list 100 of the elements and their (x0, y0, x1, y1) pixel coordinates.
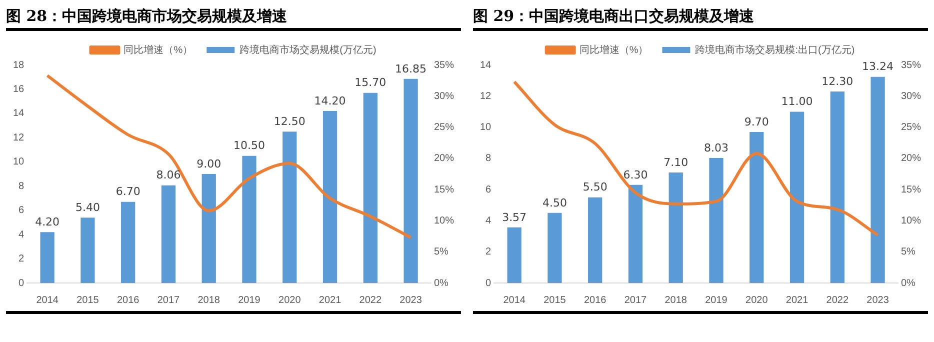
x-tick-label: 2019 (238, 294, 261, 306)
bar (790, 112, 804, 283)
bar (322, 111, 338, 283)
x-tick-label: 2022 (826, 294, 849, 306)
data-label: 16.85 (395, 62, 427, 76)
data-label: 13.24 (862, 60, 894, 74)
x-tick-label: 2018 (664, 294, 688, 306)
y2-tick-label: 30% (900, 90, 922, 102)
y2-tick-label: 15% (900, 184, 922, 196)
y-tick-label: 12 (13, 132, 25, 144)
data-label: 8.03 (704, 141, 728, 154)
x-tick-label: 2017 (624, 294, 648, 306)
x-tick-label: 2023 (400, 294, 422, 306)
y-tick-label: 18 (13, 60, 25, 71)
bar (709, 158, 724, 283)
y-tick-label: 2 (486, 246, 492, 258)
x-tick-label: 2021 (786, 294, 809, 306)
y2-tick-label: 5% (900, 246, 916, 258)
bar (40, 232, 54, 283)
y2-tick-label: 35% (900, 60, 922, 71)
bar (80, 218, 95, 283)
x-tick-label: 2022 (359, 294, 382, 306)
x-tick-label: 2020 (746, 294, 768, 306)
y2-tick-label: 15% (434, 184, 454, 196)
y-tick-label: 8 (486, 153, 492, 164)
y-tick-label: 4 (486, 215, 492, 226)
data-label: 3.57 (502, 210, 527, 224)
y2-tick-label: 20% (900, 153, 922, 164)
x-tick-label: 2017 (157, 294, 180, 306)
y2-tick-label: 5% (434, 246, 449, 258)
y-tick-label: 0 (486, 278, 492, 289)
y2-tick-label: 25% (900, 122, 922, 134)
legend-label: 同比增速（%） (579, 44, 648, 56)
chart-title: 图 28：中国跨境电商市场交易规模及增速 (6, 4, 461, 31)
bar (507, 227, 522, 283)
bar (404, 78, 418, 283)
bar (548, 212, 562, 283)
data-label: 5.40 (75, 200, 100, 214)
bar (628, 184, 643, 283)
data-label: 8.06 (156, 168, 181, 182)
data-label: 6.30 (623, 168, 648, 182)
y-tick-label: 10 (480, 122, 492, 134)
x-tick-label: 2015 (76, 294, 100, 306)
y2-tick-label: 0% (434, 278, 449, 289)
data-label: 5.50 (582, 180, 608, 194)
y2-tick-label: 0% (900, 278, 916, 289)
bar (363, 92, 378, 283)
y2-tick-label: 35% (434, 60, 454, 71)
x-tick-label: 2014 (36, 294, 59, 306)
bar (282, 132, 297, 283)
x-tick-label: 2016 (116, 294, 140, 306)
data-label: 6.70 (116, 185, 140, 198)
data-label: 14.20 (314, 94, 346, 108)
x-tick-label: 2018 (198, 294, 220, 306)
y-tick-label: 12 (480, 90, 492, 102)
data-label: 9.70 (744, 115, 769, 128)
x-tick-label: 2019 (705, 294, 728, 306)
y-tick-label: 10 (13, 156, 25, 168)
x-tick-label: 2023 (866, 294, 890, 306)
bar (668, 172, 683, 283)
x-tick-label: 2021 (318, 294, 342, 306)
y2-tick-label: 25% (434, 122, 454, 134)
y-tick-label: 2 (18, 254, 25, 265)
y-tick-label: 8 (18, 180, 25, 192)
data-label: 7.10 (664, 156, 688, 169)
bar (750, 132, 764, 283)
legend-label: 跨境电商市场交易规模:出口(万亿元) (695, 44, 855, 56)
y-tick-label: 14 (480, 60, 492, 71)
y-tick-label: 6 (18, 205, 25, 216)
data-label: 12.50 (274, 114, 306, 128)
data-label: 15.70 (354, 76, 386, 90)
x-tick-label: 2016 (584, 294, 607, 306)
x-tick-label: 2014 (503, 294, 526, 306)
y2-tick-label: 10% (434, 215, 454, 226)
x-tick-label: 2020 (278, 294, 302, 306)
bar (202, 174, 216, 283)
y2-tick-label: 20% (434, 153, 454, 164)
data-label: 11.00 (781, 95, 813, 108)
y-tick-label: 0 (18, 278, 25, 289)
y-tick-label: 6 (486, 184, 492, 196)
bar (588, 197, 602, 283)
legend-label: 同比增速（%） (124, 44, 193, 56)
data-label: 4.20 (35, 215, 60, 228)
data-label: 12.30 (822, 74, 854, 88)
bar (161, 185, 176, 283)
data-label: 10.50 (233, 139, 265, 152)
y-tick-label: 16 (13, 84, 25, 95)
x-tick-label: 2015 (544, 294, 566, 306)
y2-tick-label: 30% (434, 90, 454, 102)
legend-label: 跨境电商市场交易规模(万亿元) (240, 44, 376, 56)
y-tick-label: 14 (13, 108, 25, 120)
data-label: 4.50 (542, 196, 567, 210)
y-tick-label: 4 (18, 229, 25, 240)
chart-title: 图 29：中国跨境电商出口交易规模及增速 (473, 4, 928, 31)
bar (870, 76, 885, 283)
bar (830, 91, 844, 283)
bar (121, 202, 136, 283)
data-label: 9.00 (196, 157, 222, 170)
y2-tick-label: 10% (900, 215, 922, 226)
bar (242, 156, 256, 283)
